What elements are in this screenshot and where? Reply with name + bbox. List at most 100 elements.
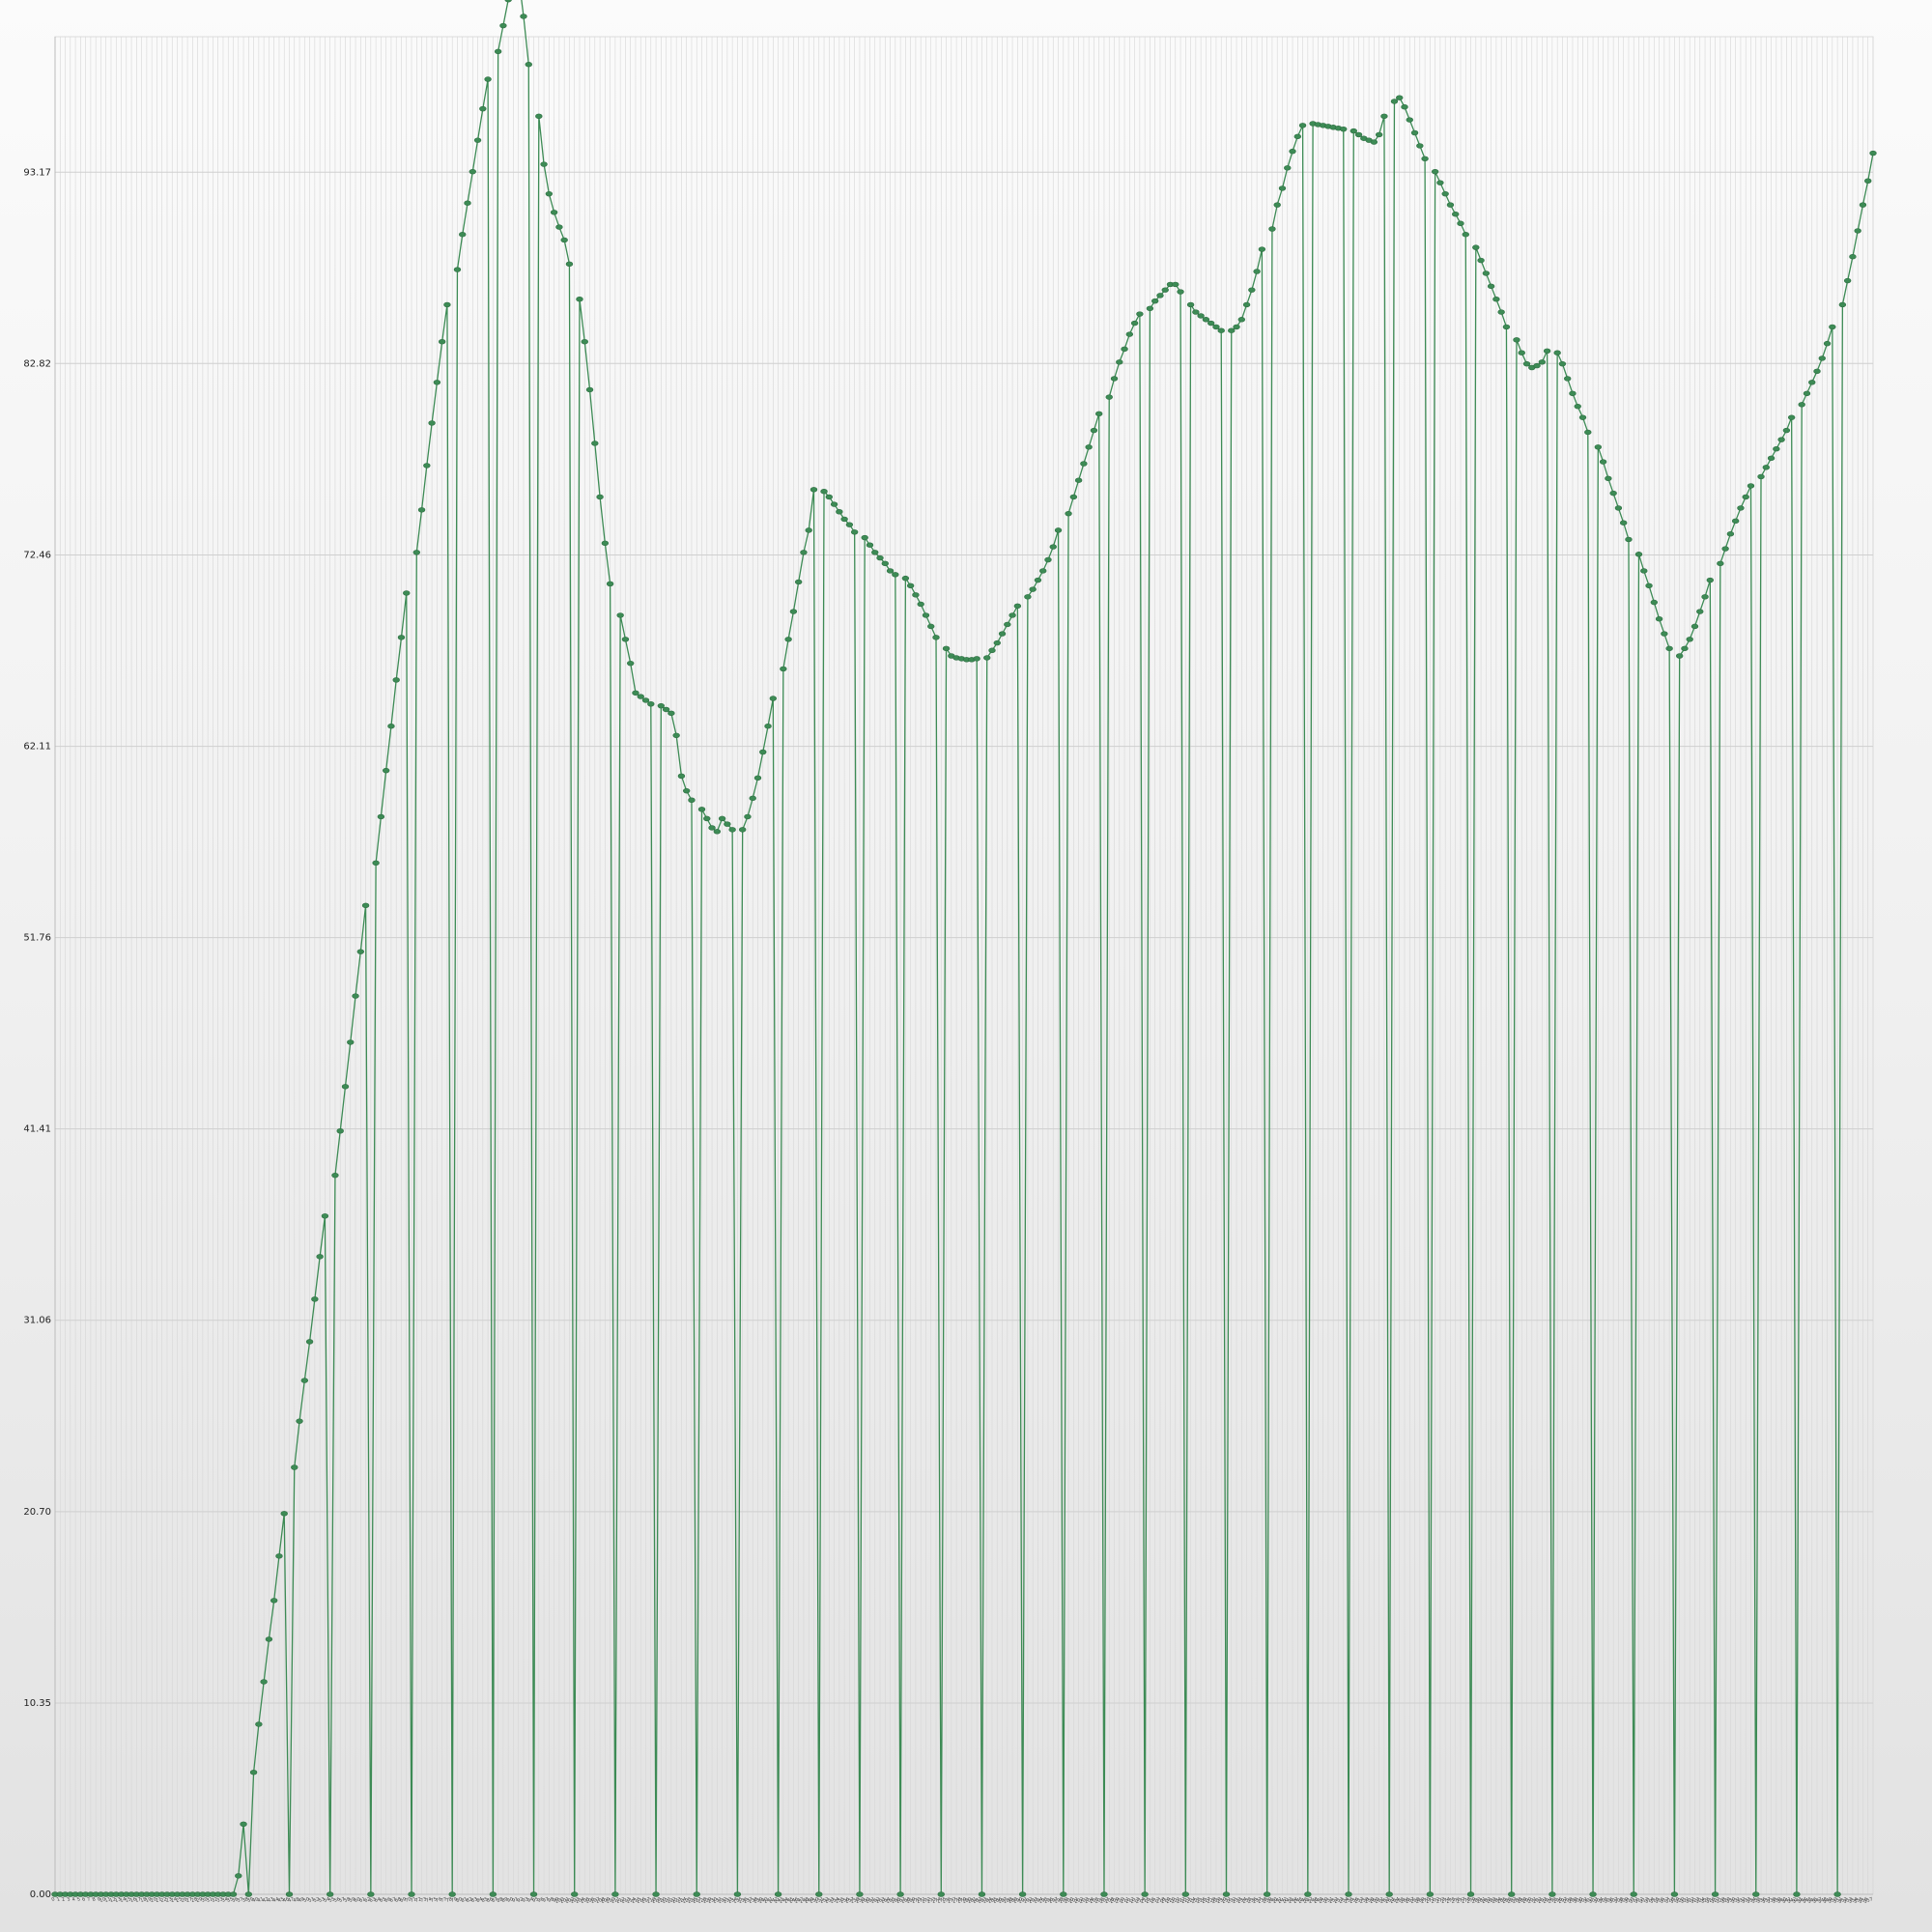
data-point-marker bbox=[1293, 133, 1301, 140]
data-point-marker bbox=[825, 494, 833, 500]
data-point-marker bbox=[1116, 359, 1123, 365]
x-tick-label: 46 bbox=[282, 1896, 290, 1904]
x-tick-label: 230 bbox=[1216, 1896, 1227, 1905]
x-tick-label: 1 bbox=[56, 1896, 61, 1903]
x-tick-label: 231 bbox=[1221, 1896, 1232, 1905]
data-point-marker bbox=[1522, 360, 1531, 367]
x-tick-label: 274 bbox=[1440, 1896, 1451, 1905]
x-tick-label: 256 bbox=[1349, 1896, 1359, 1905]
x-tick-label: 81 bbox=[461, 1896, 469, 1904]
x-tick-label: 237 bbox=[1252, 1896, 1263, 1905]
data-point-marker bbox=[341, 1084, 350, 1090]
data-point-marker bbox=[494, 48, 502, 55]
data-point-marker bbox=[316, 1254, 324, 1260]
data-point-marker bbox=[1661, 631, 1668, 637]
data-point-marker bbox=[1594, 444, 1603, 450]
x-tick-label: 103 bbox=[570, 1896, 581, 1905]
x-tick-label: 169 bbox=[906, 1896, 917, 1905]
x-tick-label: 69 bbox=[399, 1896, 407, 1904]
x-tick-label: 220 bbox=[1165, 1896, 1176, 1905]
data-point-marker bbox=[1599, 459, 1607, 465]
x-tick-label: 84 bbox=[475, 1896, 483, 1904]
series-line bbox=[55, 0, 1874, 1895]
x-tick-label: 205 bbox=[1089, 1896, 1099, 1905]
data-point-marker bbox=[688, 797, 696, 803]
x-tick-label: 54 bbox=[323, 1896, 330, 1904]
x-tick-label: 97 bbox=[542, 1896, 550, 1904]
x-tick-label: 132 bbox=[718, 1896, 728, 1905]
data-point-marker bbox=[713, 829, 722, 835]
x-tick-label: 235 bbox=[1242, 1896, 1253, 1905]
x-tick-label: 135 bbox=[732, 1896, 743, 1905]
data-point-marker bbox=[321, 1213, 329, 1219]
x-tick-label: 285 bbox=[1496, 1896, 1507, 1905]
data-point-marker bbox=[906, 582, 915, 588]
x-tick-label: 38 bbox=[242, 1896, 249, 1904]
data-point-marker bbox=[861, 534, 868, 541]
data-point-marker bbox=[545, 190, 554, 197]
data-point-marker bbox=[1681, 645, 1689, 652]
x-tick-label: 117 bbox=[640, 1896, 651, 1905]
x-tick-label: 190 bbox=[1012, 1896, 1023, 1905]
data-point-marker bbox=[1655, 616, 1663, 622]
data-point-marker bbox=[1721, 546, 1729, 552]
x-tick-label: 148 bbox=[799, 1896, 810, 1905]
data-point-marker bbox=[1823, 340, 1832, 347]
x-tick-label: 47 bbox=[287, 1896, 295, 1904]
data-point-marker bbox=[1773, 445, 1780, 452]
x-tick-label: 29 bbox=[196, 1896, 204, 1904]
x-tick-label: 86 bbox=[486, 1896, 494, 1904]
data-point-marker bbox=[417, 507, 426, 513]
x-tick-label: 107 bbox=[590, 1896, 601, 1905]
x-tick-label: 26 bbox=[181, 1896, 188, 1904]
x-tick-label: 172 bbox=[921, 1896, 931, 1905]
data-point-marker bbox=[1813, 368, 1821, 375]
x-tick-label: 171 bbox=[916, 1896, 926, 1905]
x-tick-label: 308 bbox=[1613, 1896, 1624, 1905]
data-point-marker bbox=[504, 0, 512, 3]
x-tick-label: 329 bbox=[1720, 1896, 1731, 1905]
x-tick-label: 286 bbox=[1501, 1896, 1512, 1905]
data-point-marker bbox=[1380, 113, 1388, 119]
data-point-marker bbox=[291, 1464, 298, 1470]
x-tick-label: 340 bbox=[1776, 1896, 1787, 1905]
data-point-marker bbox=[520, 14, 527, 19]
data-point-marker bbox=[800, 550, 808, 555]
x-tick-label: 91 bbox=[511, 1896, 519, 1904]
x-tick-label: 20 bbox=[150, 1896, 157, 1904]
data-point-marker bbox=[805, 527, 812, 533]
data-point-marker bbox=[1777, 437, 1785, 442]
x-tick-label: 291 bbox=[1527, 1896, 1538, 1905]
x-tick-label: 10 bbox=[99, 1896, 106, 1904]
x-tick-label: 196 bbox=[1043, 1896, 1054, 1905]
x-tick-label: 83 bbox=[470, 1896, 478, 1904]
x-tick-label: 102 bbox=[564, 1896, 575, 1905]
data-point-marker bbox=[1350, 128, 1357, 134]
x-tick-label: 338 bbox=[1766, 1896, 1776, 1905]
x-tick-label: 122 bbox=[667, 1896, 677, 1905]
x-tick-label: 158 bbox=[850, 1896, 861, 1905]
x-tick-label: 280 bbox=[1471, 1896, 1482, 1905]
x-tick-label: 327 bbox=[1711, 1896, 1721, 1905]
data-point-marker bbox=[973, 656, 980, 662]
y-tick-label: 82.82 bbox=[23, 358, 51, 369]
data-point-marker bbox=[1829, 324, 1836, 330]
x-tick-label: 4 bbox=[71, 1896, 76, 1903]
data-point-marker bbox=[280, 1511, 288, 1517]
x-tick-label: 199 bbox=[1059, 1896, 1069, 1905]
x-tick-label: 320 bbox=[1675, 1896, 1686, 1905]
x-tick-label: 67 bbox=[389, 1896, 397, 1904]
x-tick-label: 211 bbox=[1120, 1896, 1130, 1905]
x-tick-label: 239 bbox=[1263, 1896, 1273, 1905]
data-point-marker bbox=[1054, 527, 1063, 533]
x-tick-label: 192 bbox=[1023, 1896, 1034, 1905]
x-tick-label: 201 bbox=[1068, 1896, 1079, 1905]
x-axis: 0 1 2 3 4 5 6 7 8 9101112131415161718192021222324… bbox=[51, 1893, 1874, 1905]
x-tick-label: 273 bbox=[1435, 1896, 1446, 1905]
x-tick-label: 37 bbox=[237, 1896, 244, 1904]
data-point-marker bbox=[753, 775, 762, 781]
x-tick-label: 290 bbox=[1521, 1896, 1532, 1905]
x-tick-label: 194 bbox=[1033, 1896, 1043, 1905]
data-point-marker bbox=[983, 655, 991, 661]
x-tick-label: 294 bbox=[1543, 1896, 1553, 1905]
